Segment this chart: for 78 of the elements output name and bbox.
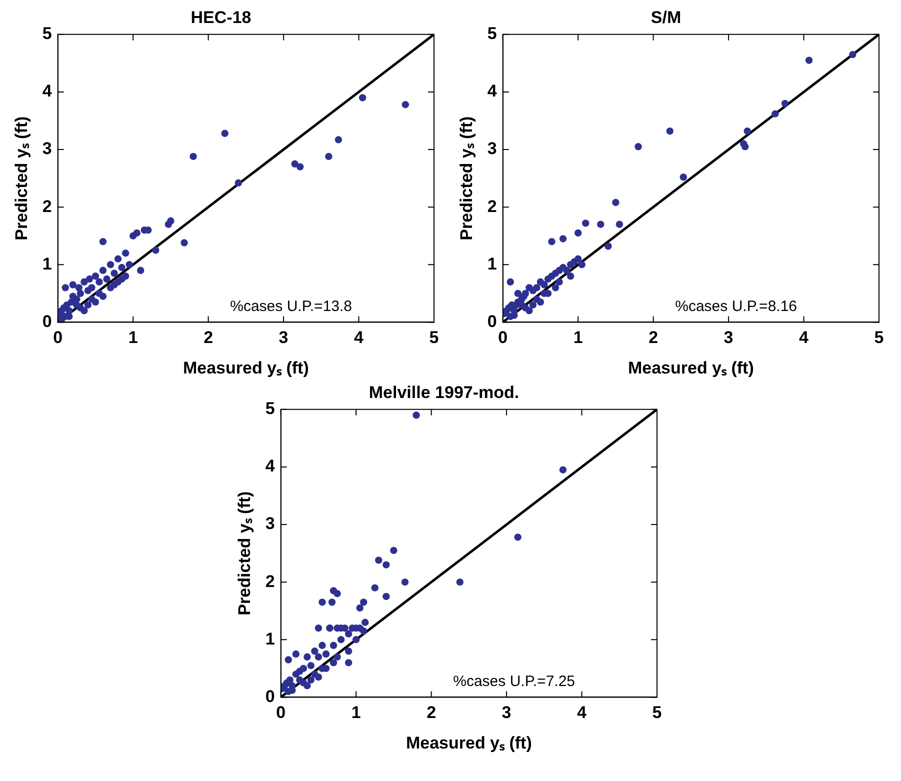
point <box>604 242 612 250</box>
x-tick-label: 1 <box>573 328 583 348</box>
annotation: %cases U.P.=13.8 <box>230 298 352 315</box>
y-tick-label: 1 <box>42 254 52 274</box>
annotation: %cases U.P.=7.25 <box>452 672 575 690</box>
point <box>772 110 779 118</box>
y-tick-label: 2 <box>264 572 274 591</box>
y-tick-label: 0 <box>42 312 52 331</box>
point <box>552 284 560 292</box>
point <box>526 307 533 314</box>
x-tick-label: 2 <box>426 703 436 722</box>
chart-title: HEC-18 <box>190 8 252 27</box>
y-axis-title: Predicted yₛ (ft) <box>234 491 254 616</box>
annotation: %cases U.P.=8.16 <box>675 298 798 315</box>
point <box>518 301 526 309</box>
point <box>612 198 620 206</box>
point <box>574 255 582 262</box>
x-axis-title: Measured yₛ (ft) <box>405 733 532 752</box>
x-tick-label: 2 <box>648 328 658 348</box>
point <box>849 50 856 58</box>
x-tick-label: 1 <box>350 703 360 722</box>
y-tick-label: 5 <box>264 399 274 418</box>
point <box>597 220 604 228</box>
y-tick-label: 1 <box>487 254 497 274</box>
x-tick-label: 5 <box>652 703 662 722</box>
x-tick-label: 3 <box>278 328 288 348</box>
y-tick-label: 0 <box>487 312 497 331</box>
y-axis-title: Predicted yₛ (ft) <box>12 116 31 240</box>
x-tick-label: 4 <box>354 328 364 348</box>
point <box>556 278 563 286</box>
y-tick-label: 2 <box>487 196 497 216</box>
x-tick-label: 2 <box>204 328 214 348</box>
point <box>536 298 544 306</box>
point <box>578 261 586 268</box>
y-tick-label: 0 <box>264 686 274 706</box>
x-tick-label: 4 <box>799 328 810 348</box>
y-tick-label: 5 <box>487 24 497 44</box>
point <box>680 174 688 181</box>
point <box>634 143 642 150</box>
point <box>574 229 582 237</box>
point <box>741 143 749 150</box>
point <box>563 266 570 274</box>
y-tick-label: 5 <box>42 24 52 44</box>
point <box>510 312 518 319</box>
y-tick-label: 3 <box>264 514 274 534</box>
point <box>533 284 540 292</box>
chart-title: Melville 1997-mod. <box>368 382 519 402</box>
point <box>548 238 556 246</box>
y-tick-label: 1 <box>264 629 274 648</box>
point <box>744 128 751 135</box>
point <box>529 301 537 309</box>
x-axis-title: Measured yₛ (ft) <box>628 358 754 378</box>
y-tick-label: 3 <box>42 139 52 158</box>
x-tick-label: 4 <box>576 703 587 722</box>
point <box>582 220 590 227</box>
x-tick-label: 5 <box>429 328 439 348</box>
x-tick-label: 5 <box>874 328 884 348</box>
point <box>522 290 530 298</box>
point <box>559 235 567 242</box>
point <box>506 278 514 286</box>
y-tick-label: 3 <box>487 139 497 158</box>
point <box>805 56 813 64</box>
y-tick-label: 4 <box>42 82 52 101</box>
point <box>666 128 674 135</box>
x-tick-label: 3 <box>501 703 511 722</box>
point <box>616 220 624 228</box>
y-tick-label: 2 <box>42 196 52 216</box>
y-axis-title: Predicted yₛ (ft) <box>456 116 476 240</box>
point <box>540 281 548 288</box>
chart-title: S/M <box>650 8 682 27</box>
point <box>566 272 574 280</box>
point <box>781 100 789 108</box>
x-tick-label: 3 <box>724 328 734 348</box>
y-tick-label: 4 <box>487 82 498 101</box>
x-axis-title: Measured yₛ (ft) <box>182 358 309 378</box>
point <box>514 290 522 298</box>
y-tick-label: 4 <box>264 456 275 476</box>
x-tick-label: 1 <box>128 328 138 348</box>
